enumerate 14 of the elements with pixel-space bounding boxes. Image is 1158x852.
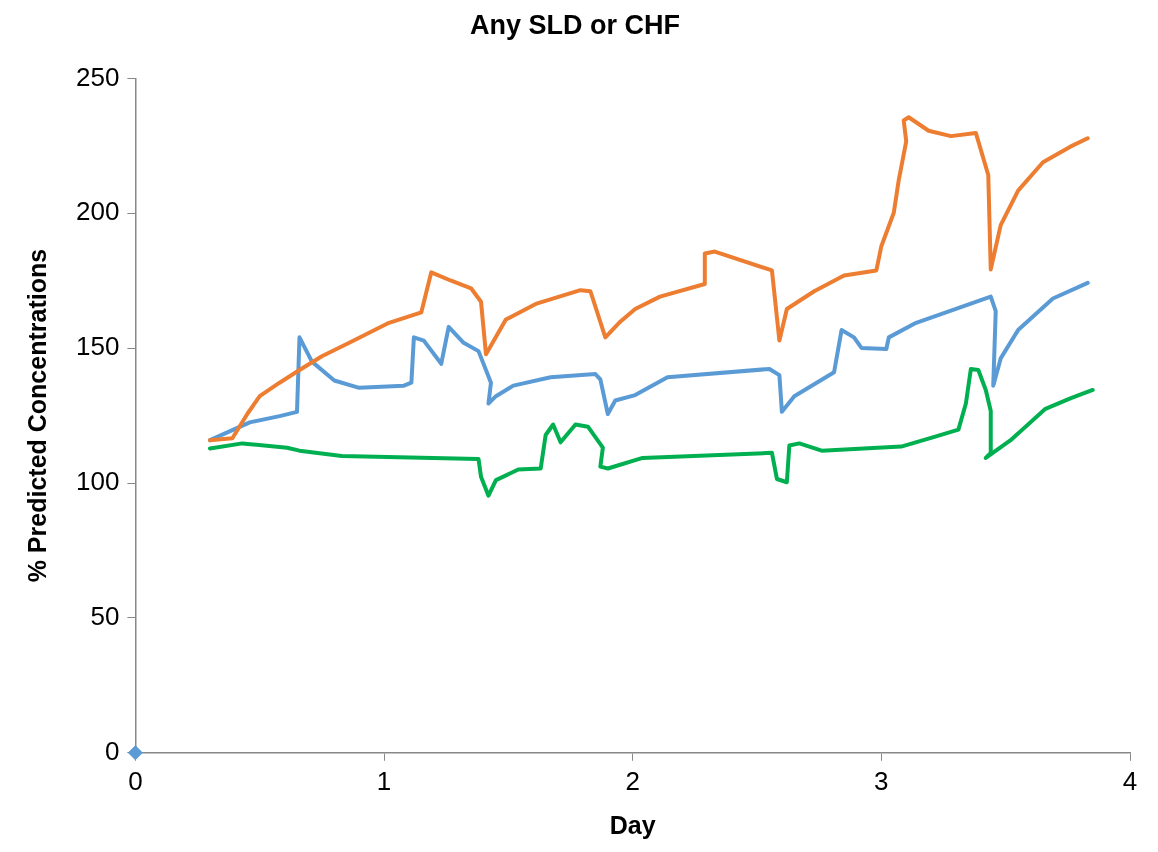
y-tick-label: 250 bbox=[75, 61, 120, 92]
y-tick-label: 200 bbox=[75, 196, 120, 227]
x-tick-label: 0 bbox=[128, 765, 143, 796]
y-tick-label: 0 bbox=[104, 735, 120, 766]
y-axis-title: % Predicted Concentrations bbox=[22, 248, 51, 583]
y-tick-label: 50 bbox=[90, 601, 120, 632]
x-tick-label: 1 bbox=[376, 765, 392, 796]
x-axis-title: Day bbox=[609, 810, 656, 839]
chart-title: Any SLD or CHF bbox=[469, 9, 681, 40]
y-tick-label: 100 bbox=[75, 466, 120, 497]
x-tick-label: 2 bbox=[625, 765, 640, 796]
y-tick-label: 150 bbox=[75, 331, 120, 362]
x-tick-label: 4 bbox=[1122, 765, 1138, 796]
x-tick-label: 3 bbox=[874, 765, 889, 796]
